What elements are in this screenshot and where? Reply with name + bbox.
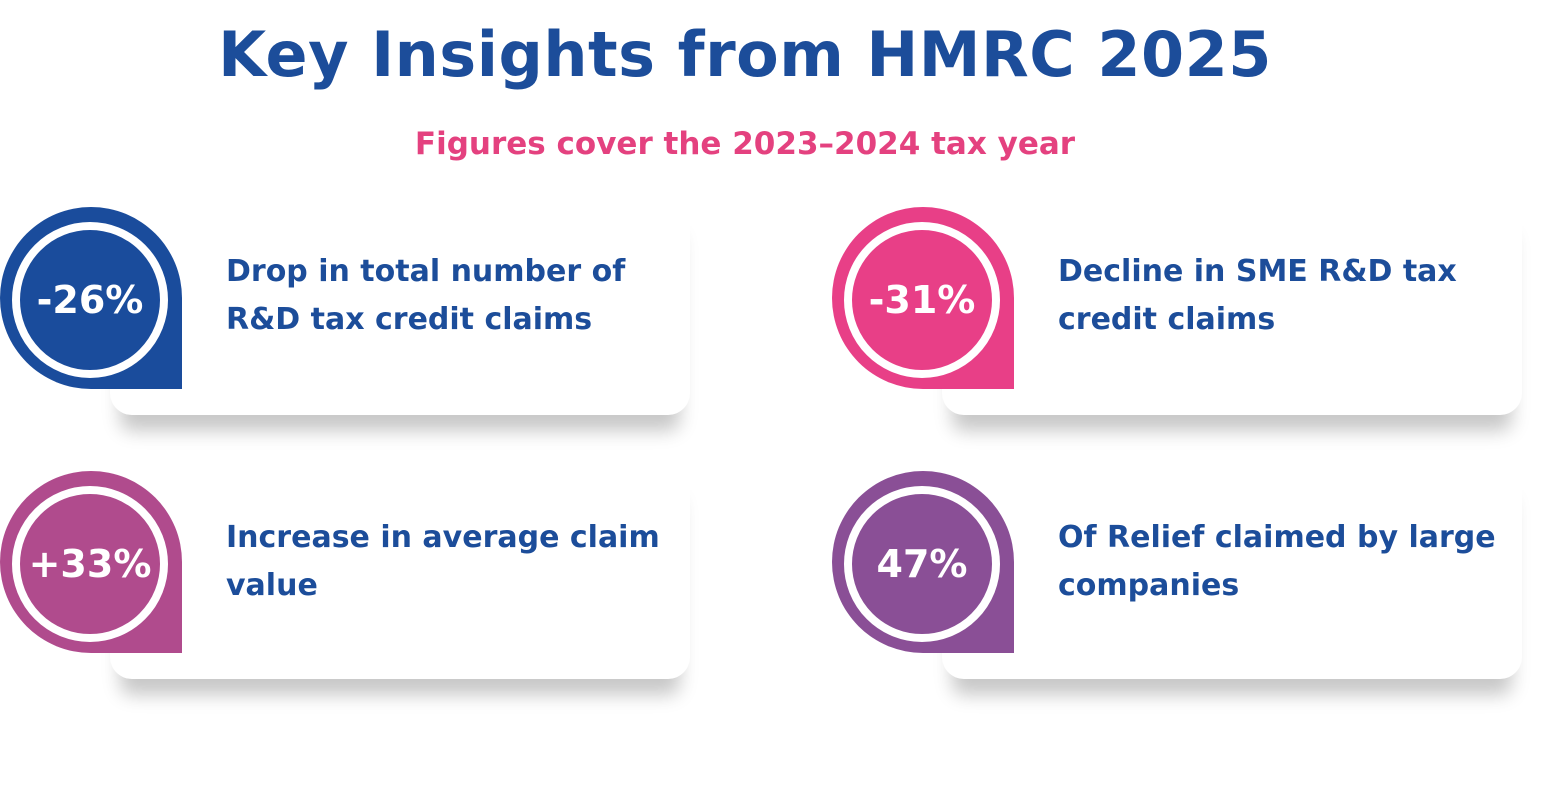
insight-description: Of Relief claimed by large companies [1058,520,1496,603]
badge-ring: +33% [12,486,168,642]
insight-badge: -31% [832,207,1014,389]
badge-ring: -26% [12,222,168,378]
page-subtitle: Figures cover the 2023–2024 tax year [414,126,1076,162]
page-title: Key Insights from HMRC 2025 [218,18,1272,91]
badge-ring: 47% [844,486,1000,642]
insight-badge: +33% [0,471,182,653]
insight-card-large-companies [942,464,1522,679]
insight-value: +33% [28,542,152,586]
insight-description: Decline in SME R&D tax credit claims [1058,254,1457,337]
insight-card-claim-value [110,464,690,679]
insight-card-claims-drop [110,200,690,415]
insight-card-sme-decline [942,200,1522,415]
insight-value: -31% [868,278,976,322]
badge-ring: -31% [844,222,1000,378]
insight-value: 47% [876,542,968,586]
insight-description: Increase in average claim value [226,520,660,603]
insight-description: Drop in total number of R&D tax credit c… [226,254,626,337]
insight-badge: -26% [0,207,182,389]
insight-value: -26% [36,278,144,322]
insight-badge: 47% [832,471,1014,653]
